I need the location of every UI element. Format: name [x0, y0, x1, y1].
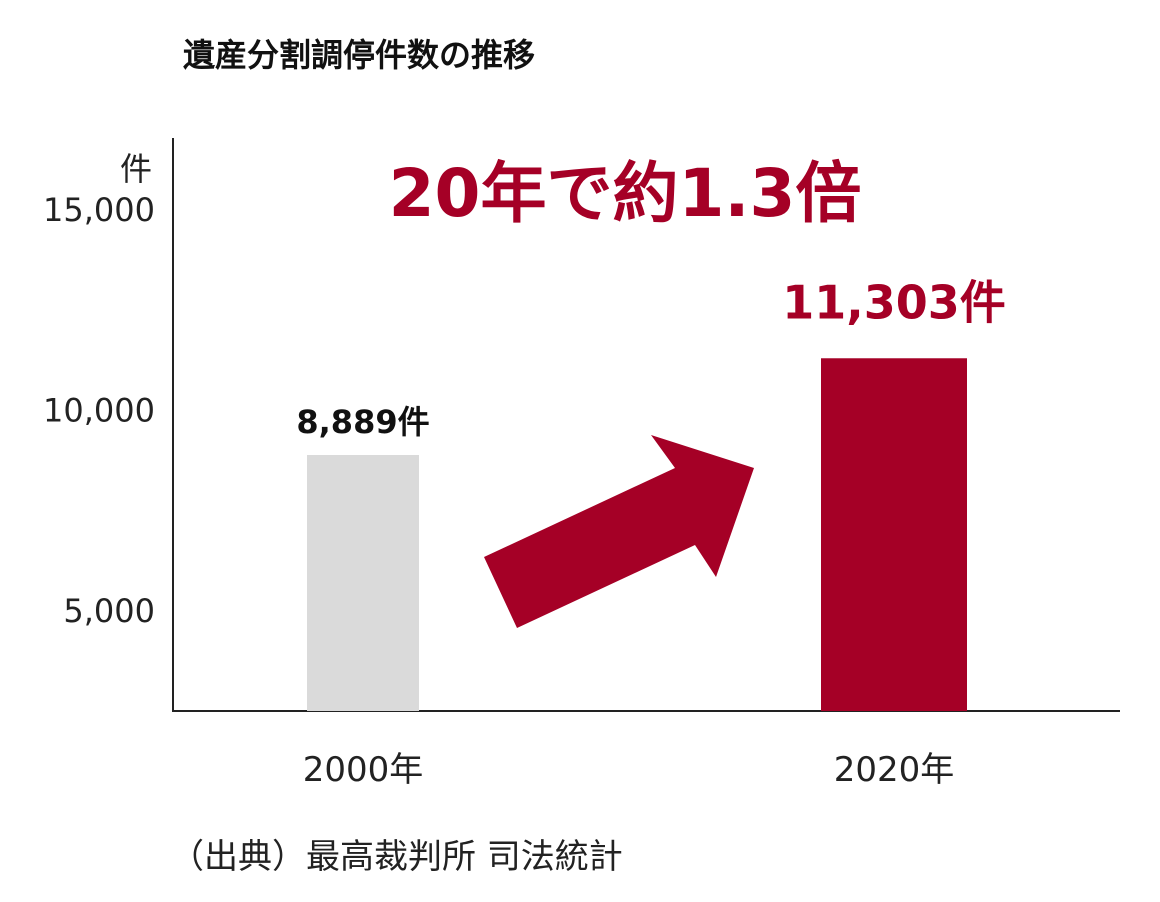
chart-title: 遺産分割調停件数の推移 [183, 36, 535, 74]
source-note: （出典）最高裁判所 司法統計 [170, 837, 623, 877]
bar-1 [821, 358, 967, 711]
y-tick-label: 5,000 [63, 592, 155, 630]
bar-0 [307, 454, 419, 711]
bars [307, 358, 967, 711]
y-axis-unit: 件 [120, 150, 152, 188]
growth-annotation: 20年で約1.3倍 [389, 155, 862, 232]
value-label-1: 11,303件 [782, 275, 1006, 329]
value-labels: 8,889件 11,303件 [296, 275, 1005, 441]
category-label-0: 2000年 [303, 750, 424, 790]
y-tick-label: 10,000 [43, 391, 155, 429]
y-tick-labels: 5,000 10,000 15,000 [43, 191, 155, 630]
trend-arrow-icon [484, 435, 754, 628]
y-tick-label: 15,000 [43, 191, 155, 229]
category-labels: 2000年 2020年 [303, 750, 955, 790]
category-label-1: 2020年 [834, 750, 955, 790]
value-label-0: 8,889件 [296, 403, 429, 441]
